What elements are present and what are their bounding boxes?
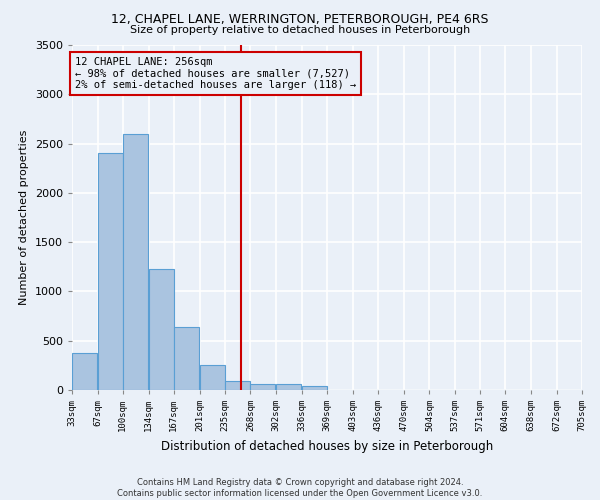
Text: 12 CHAPEL LANE: 256sqm
← 98% of detached houses are smaller (7,527)
2% of semi-d: 12 CHAPEL LANE: 256sqm ← 98% of detached… <box>75 57 356 90</box>
Bar <box>98 154 123 390</box>
Bar <box>149 269 173 390</box>
Bar <box>173 327 199 390</box>
Bar <box>72 352 97 390</box>
Bar <box>276 384 301 390</box>
Bar <box>250 384 275 390</box>
X-axis label: Distribution of detached houses by size in Peterborough: Distribution of detached houses by size … <box>161 440 493 452</box>
Text: Contains HM Land Registry data © Crown copyright and database right 2024.
Contai: Contains HM Land Registry data © Crown c… <box>118 478 482 498</box>
Bar <box>302 386 327 390</box>
Text: Size of property relative to detached houses in Peterborough: Size of property relative to detached ho… <box>130 25 470 35</box>
Y-axis label: Number of detached properties: Number of detached properties <box>19 130 29 305</box>
Bar <box>199 365 224 390</box>
Text: 12, CHAPEL LANE, WERRINGTON, PETERBOROUGH, PE4 6RS: 12, CHAPEL LANE, WERRINGTON, PETERBOROUG… <box>111 12 489 26</box>
Bar <box>123 134 148 390</box>
Bar <box>226 380 250 390</box>
